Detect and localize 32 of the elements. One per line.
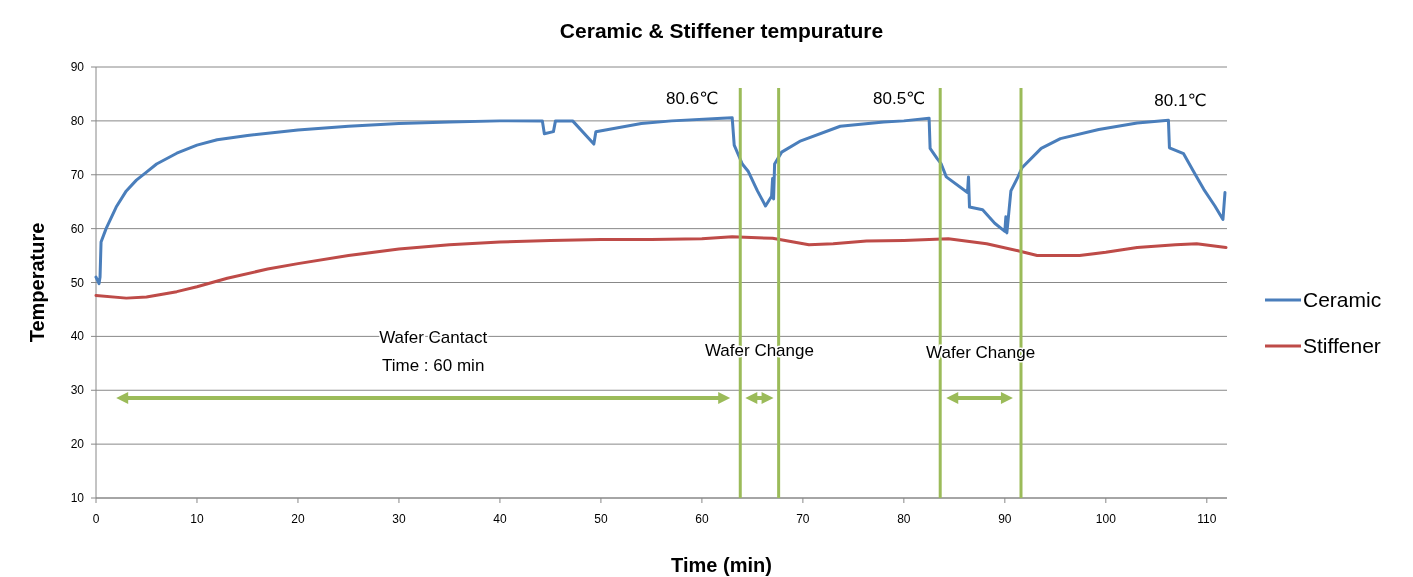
x-axis-title: Time (min) (671, 554, 772, 576)
y-tick-label: 80 (70, 113, 85, 128)
y-tick-label: 90 (70, 60, 85, 74)
annotation: Wafer Cantact Time : 60 min (379, 328, 488, 375)
chart-title: Ceramic & Stiffener tempurature (559, 19, 884, 42)
y-tick-label: 70 (70, 167, 85, 182)
x-tick-label: 20 (291, 512, 305, 526)
line-series (94, 116, 1227, 286)
x-tick-label: 110 (1197, 512, 1217, 526)
x-tick-label: 80 (897, 512, 911, 526)
x-tick-label: 70 (796, 512, 810, 526)
x-tick-label: 90 (998, 512, 1012, 526)
legend-label: Stiffener (1303, 334, 1381, 357)
annotation: 80.6℃ (666, 88, 719, 108)
y-tick-label: 60 (70, 221, 85, 236)
line-series (94, 235, 1228, 300)
annotation: 80.1℃ (1154, 91, 1207, 111)
x-tick-label: 30 (392, 512, 406, 526)
y-tick-label: 40 (70, 329, 85, 344)
y-tick-label: 10 (70, 491, 85, 505)
y-tick-label: 20 (70, 437, 85, 452)
y-axis-title: Temperature (26, 222, 48, 343)
x-tick-label: 100 (1095, 512, 1117, 526)
y-tick-label: 30 (70, 383, 85, 398)
annotation: 80.5℃ (873, 89, 926, 109)
x-tick-label: 40 (493, 512, 507, 526)
legend-label: Ceramic (1303, 288, 1382, 311)
x-tick-label: 0 (92, 512, 100, 526)
x-tick-label: 10 (190, 512, 204, 526)
y-tick-label: 50 (70, 275, 85, 290)
x-tick-label: 50 (594, 512, 608, 526)
x-tick-label: 60 (695, 512, 709, 526)
